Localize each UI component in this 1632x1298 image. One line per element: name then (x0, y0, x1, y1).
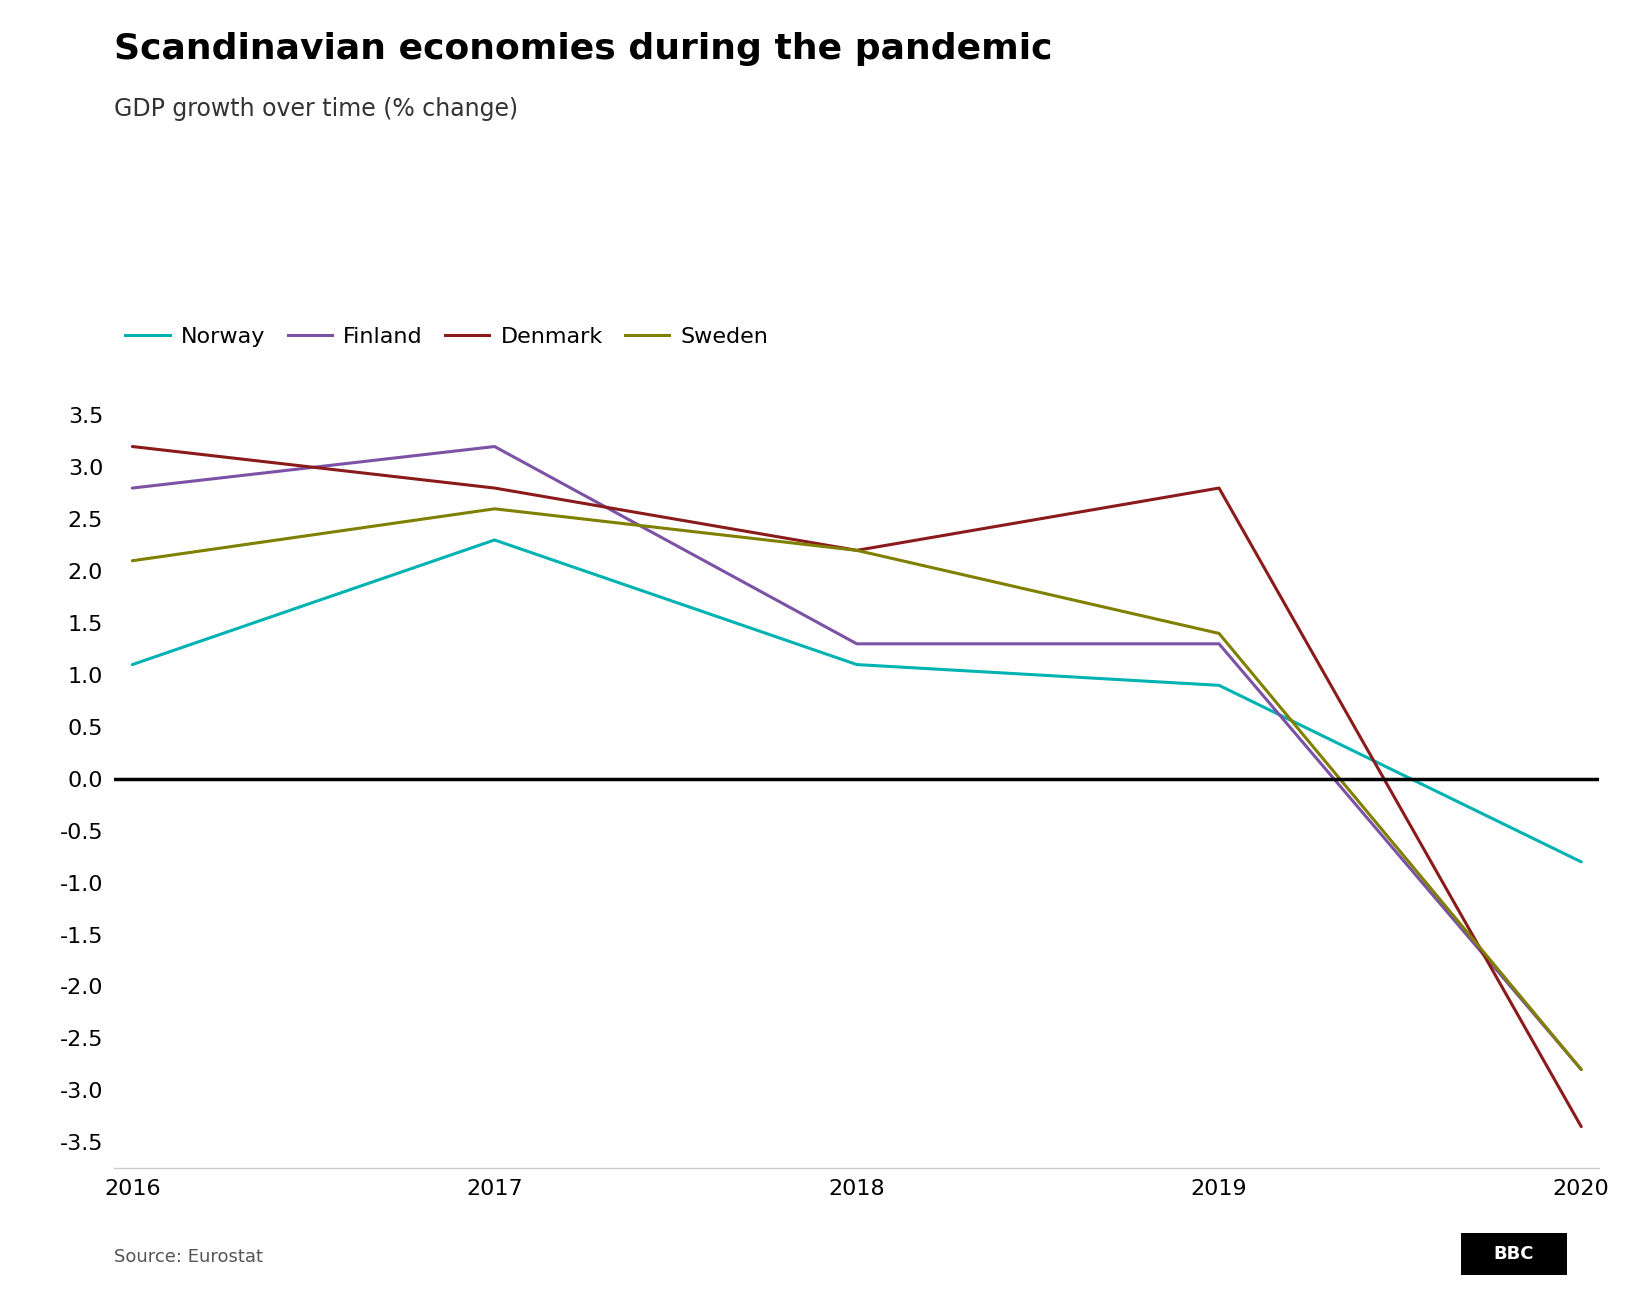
Legend: Norway, Finland, Denmark, Sweden: Norway, Finland, Denmark, Sweden (126, 327, 769, 347)
Text: BBC: BBC (1493, 1245, 1534, 1263)
Text: Source: Eurostat: Source: Eurostat (114, 1247, 263, 1266)
Text: Scandinavian economies during the pandemic: Scandinavian economies during the pandem… (114, 32, 1053, 66)
Text: GDP growth over time (% change): GDP growth over time (% change) (114, 97, 519, 121)
